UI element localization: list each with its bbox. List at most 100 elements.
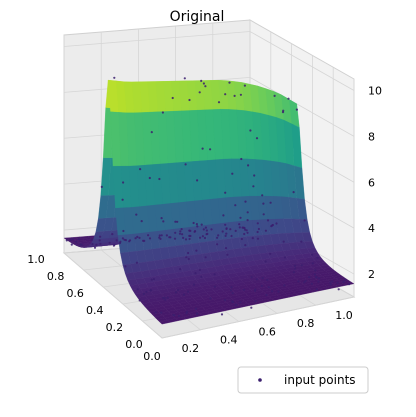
scatter-point xyxy=(179,230,182,233)
scatter-point xyxy=(262,213,265,216)
scatter-point xyxy=(128,240,131,243)
scatter-point xyxy=(317,280,320,283)
x-tick-label-0: 0.0 xyxy=(143,350,161,363)
scatter-point xyxy=(295,108,298,111)
scatter-point xyxy=(310,282,313,285)
scatter-point xyxy=(223,299,227,302)
scatter-point xyxy=(161,111,164,114)
x-tick-label-1: 0.2 xyxy=(182,342,200,355)
scatter-point xyxy=(220,313,224,316)
scatter-point xyxy=(166,296,169,299)
scatter-point xyxy=(217,234,220,237)
scatter-point xyxy=(229,228,232,231)
scatter-point xyxy=(162,297,165,300)
scatter-point xyxy=(213,273,216,276)
scatter-point xyxy=(225,232,228,235)
scatter-point xyxy=(300,264,303,267)
scatter-point xyxy=(195,223,198,226)
scatter-point xyxy=(210,228,213,231)
scatter-point xyxy=(252,185,255,188)
scatter-point xyxy=(229,289,233,292)
scatter-point xyxy=(239,216,242,219)
scatter-point xyxy=(196,225,199,228)
scatter-point xyxy=(308,276,311,279)
scatter-point xyxy=(100,185,103,188)
scatter-point xyxy=(250,306,253,309)
scatter-point xyxy=(329,283,332,286)
scatter-point xyxy=(135,261,138,264)
scatter-points xyxy=(65,76,351,318)
scatter-point xyxy=(123,238,126,241)
y-tick-label-3: 0.6 xyxy=(66,287,84,300)
scatter-point xyxy=(171,96,174,100)
z-tick-label-4: 10 xyxy=(368,84,382,97)
scatter-point xyxy=(233,94,236,97)
scatter-point xyxy=(201,147,204,150)
scatter-point xyxy=(202,228,205,231)
scatter-point xyxy=(145,290,148,294)
scatter-point xyxy=(266,278,269,282)
scatter-point xyxy=(209,148,212,151)
scatter-point xyxy=(200,79,203,82)
scatter-point xyxy=(257,227,260,231)
scatter-point xyxy=(136,235,139,238)
scatter-point xyxy=(230,234,233,238)
scatter-point xyxy=(162,220,165,223)
scatter-point xyxy=(243,84,246,87)
scatter-point xyxy=(247,164,250,167)
scatter-point xyxy=(292,191,295,194)
scatter-point xyxy=(187,257,190,261)
scatter-point xyxy=(181,233,184,236)
scatter-point xyxy=(216,236,219,239)
scatter-point xyxy=(275,222,278,225)
scatter-point xyxy=(204,256,207,259)
scatter-point xyxy=(256,222,259,225)
scatter-point xyxy=(124,265,127,268)
scatter-point xyxy=(255,137,259,140)
scatter-point xyxy=(148,176,151,180)
scatter-point xyxy=(192,283,196,286)
scatter-point xyxy=(115,239,118,242)
scatter-point xyxy=(261,194,264,197)
scatter-point xyxy=(206,232,209,235)
scatter-point xyxy=(265,293,268,297)
scatter-point xyxy=(199,236,202,239)
scatter-point xyxy=(160,217,163,220)
scatter-point xyxy=(188,98,191,102)
scatter-point xyxy=(80,243,83,246)
z-tick-label-0: 2 xyxy=(368,268,375,281)
scatter-point xyxy=(311,253,314,256)
axis-ticks: 0.00.20.40.60.81.00.00.20.40.60.81.02468… xyxy=(27,84,382,363)
scatter-point xyxy=(203,236,207,240)
scatter-point xyxy=(224,247,228,250)
scatter-point xyxy=(138,299,141,302)
scatter-point xyxy=(216,243,219,246)
scatter-point xyxy=(249,129,252,132)
scatter-point xyxy=(177,289,180,292)
scatter-point xyxy=(139,168,142,171)
scatter-point xyxy=(282,240,285,243)
scatter-point xyxy=(177,314,180,318)
scatter-point xyxy=(194,307,198,310)
scatter-point xyxy=(254,300,257,303)
scatter-point xyxy=(228,81,231,84)
scatter-point xyxy=(149,289,152,292)
scatter-point xyxy=(224,223,227,226)
scatter-point xyxy=(188,234,191,237)
scatter-point xyxy=(297,280,300,283)
scatter-point xyxy=(315,276,318,279)
scatter-point xyxy=(231,292,234,295)
scatter-point xyxy=(113,243,116,246)
scatter-point xyxy=(313,273,316,276)
legend: input points xyxy=(237,366,369,394)
scatter-point xyxy=(300,240,303,243)
scatter-point xyxy=(152,278,155,281)
scatter-point xyxy=(93,246,97,249)
scatter-point xyxy=(224,191,227,194)
scatter-point xyxy=(122,229,125,233)
scatter-point xyxy=(184,238,188,241)
scatter-point xyxy=(168,236,171,239)
scatter-point xyxy=(277,290,280,293)
scatter-point xyxy=(314,269,317,272)
surface-plot xyxy=(63,79,355,325)
